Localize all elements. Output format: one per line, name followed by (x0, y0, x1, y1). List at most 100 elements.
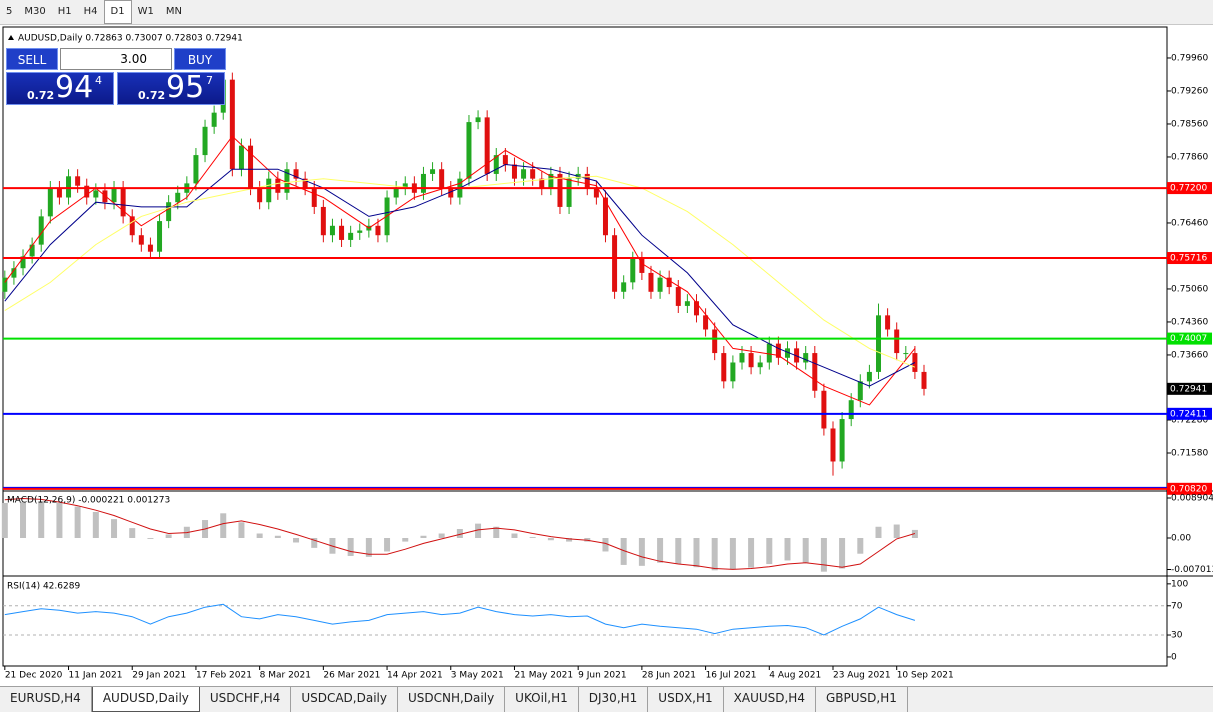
level-label: 0.75716 (1170, 254, 1207, 264)
chart-title: AUDUSD,Daily 0.72863 0.73007 0.72803 0.7… (18, 34, 243, 44)
candle-body (430, 169, 436, 174)
timeframe-button[interactable]: MN (165, 6, 182, 17)
x-tick-label: 9 Jun 2021 (578, 671, 626, 681)
chart-tab[interactable]: USDCAD,Daily (291, 687, 398, 712)
macd-bar (638, 537, 645, 566)
macd-bar (420, 535, 427, 538)
level-label: 0.70820 (1170, 484, 1207, 494)
candle-body (557, 173, 563, 207)
rsi-title: RSI(14) 42.6289 (7, 582, 80, 592)
price-main: 95 (166, 70, 205, 105)
macd-bar (384, 537, 391, 552)
x-tick-label: 21 Dec 2020 (5, 671, 63, 681)
chart-tab[interactable]: AUDUSD,Daily (91, 687, 200, 712)
candle-body (284, 169, 290, 193)
candle-body (757, 362, 763, 368)
trade-panel: SELL 3.00 BUY 0.72 94 4 0.72 95 7 (6, 48, 226, 105)
y-tick-label: 0.77860 (1171, 152, 1208, 162)
chart-tab[interactable]: GBPUSD,H1 (816, 687, 908, 712)
chart-tab[interactable]: USDX,H1 (648, 687, 724, 712)
candle-body (648, 272, 654, 292)
y-tick-label: -0.007013 (1171, 565, 1213, 575)
macd-bar (92, 511, 99, 538)
x-tick-label: 29 Jan 2021 (132, 671, 186, 681)
candle-body (111, 188, 117, 203)
candle-body (748, 353, 754, 368)
candle-body (348, 232, 354, 240)
macd-bar (311, 537, 318, 548)
candle-body (311, 188, 317, 207)
x-tick-label: 8 Mar 2021 (260, 671, 311, 681)
candle-body (885, 315, 891, 330)
last-price-label: 0.72941 (1170, 384, 1207, 394)
macd-bar (74, 506, 81, 538)
candle-body (857, 381, 863, 401)
candle-body (93, 190, 99, 198)
macd-signal (4, 497, 916, 570)
macd-bar (147, 537, 154, 539)
candle-body (120, 188, 126, 217)
macd-bar (56, 502, 63, 538)
chart-tab[interactable]: DJ30,H1 (579, 687, 649, 712)
candle-body (439, 169, 445, 189)
price-prefix: 0.72 (27, 89, 55, 102)
candle-body (484, 117, 490, 174)
timeframe-button[interactable]: 5 (6, 6, 13, 17)
timeframe-button[interactable]: D1 (103, 0, 132, 24)
candle-body (502, 155, 508, 165)
timeframe-button[interactable]: M30 (24, 6, 46, 17)
candle-body (339, 225, 345, 240)
macd-bar (693, 537, 700, 568)
chart-tab[interactable]: EURUSD,H4 (0, 687, 92, 712)
level-label-box (1167, 407, 1212, 420)
candle-body (147, 244, 153, 252)
timeframe-button[interactable]: W1 (137, 6, 154, 17)
candle-body (921, 371, 927, 389)
candle-body (466, 122, 472, 179)
chart-tab[interactable]: USDCHF,H4 (200, 687, 292, 712)
candle-body (521, 169, 527, 179)
macd-bar (293, 537, 300, 543)
macd-bar (475, 523, 482, 538)
price-prefix: 0.72 (138, 89, 166, 102)
macd-bar (20, 502, 27, 538)
bid-price[interactable]: 0.72 94 4 (6, 70, 114, 105)
macd-bar (566, 537, 573, 542)
level-label-box (1167, 332, 1212, 345)
candle-body (530, 169, 536, 179)
candle-body (248, 145, 254, 189)
chart-tab[interactable]: USDCNH,Daily (398, 687, 506, 712)
ask-price[interactable]: 0.72 95 7 (117, 70, 225, 105)
x-tick-label: 16 Jul 2021 (706, 671, 757, 681)
macd-title: MACD(12,26,9) -0.000221 0.001273 (7, 496, 170, 506)
lots-input[interactable]: 3.00 (60, 48, 172, 70)
level-label-box (1167, 252, 1212, 265)
level-label-box (1167, 482, 1212, 495)
y-tick-label: 0.00 (1171, 533, 1191, 543)
chart-tab[interactable]: XAUUSD,H4 (724, 687, 816, 712)
candle-body (812, 353, 818, 391)
timeframe-button[interactable]: H1 (57, 6, 72, 17)
rsi-line (4, 603, 916, 636)
candle-body (621, 282, 627, 292)
candle-body (357, 230, 363, 233)
macd-bar (729, 537, 736, 570)
collapse-icon[interactable] (8, 35, 14, 40)
candle-body (293, 169, 299, 179)
candle-body (775, 343, 781, 358)
sell-button[interactable]: SELL (6, 48, 58, 70)
macd-bar (438, 533, 445, 538)
macd-bar (839, 537, 846, 569)
candle-body (238, 145, 244, 170)
candle-body (2, 277, 8, 292)
chart-tab[interactable]: UKOil,H1 (505, 687, 579, 712)
timeframe-button[interactable]: H4 (83, 6, 98, 17)
macd-bar (857, 537, 864, 554)
last-price-box (1167, 382, 1212, 395)
x-tick-label: 3 May 2021 (451, 671, 504, 681)
candle-body (848, 400, 854, 420)
buy-button[interactable]: BUY (174, 48, 226, 70)
candle-body (821, 390, 827, 429)
candle-body (84, 185, 90, 198)
